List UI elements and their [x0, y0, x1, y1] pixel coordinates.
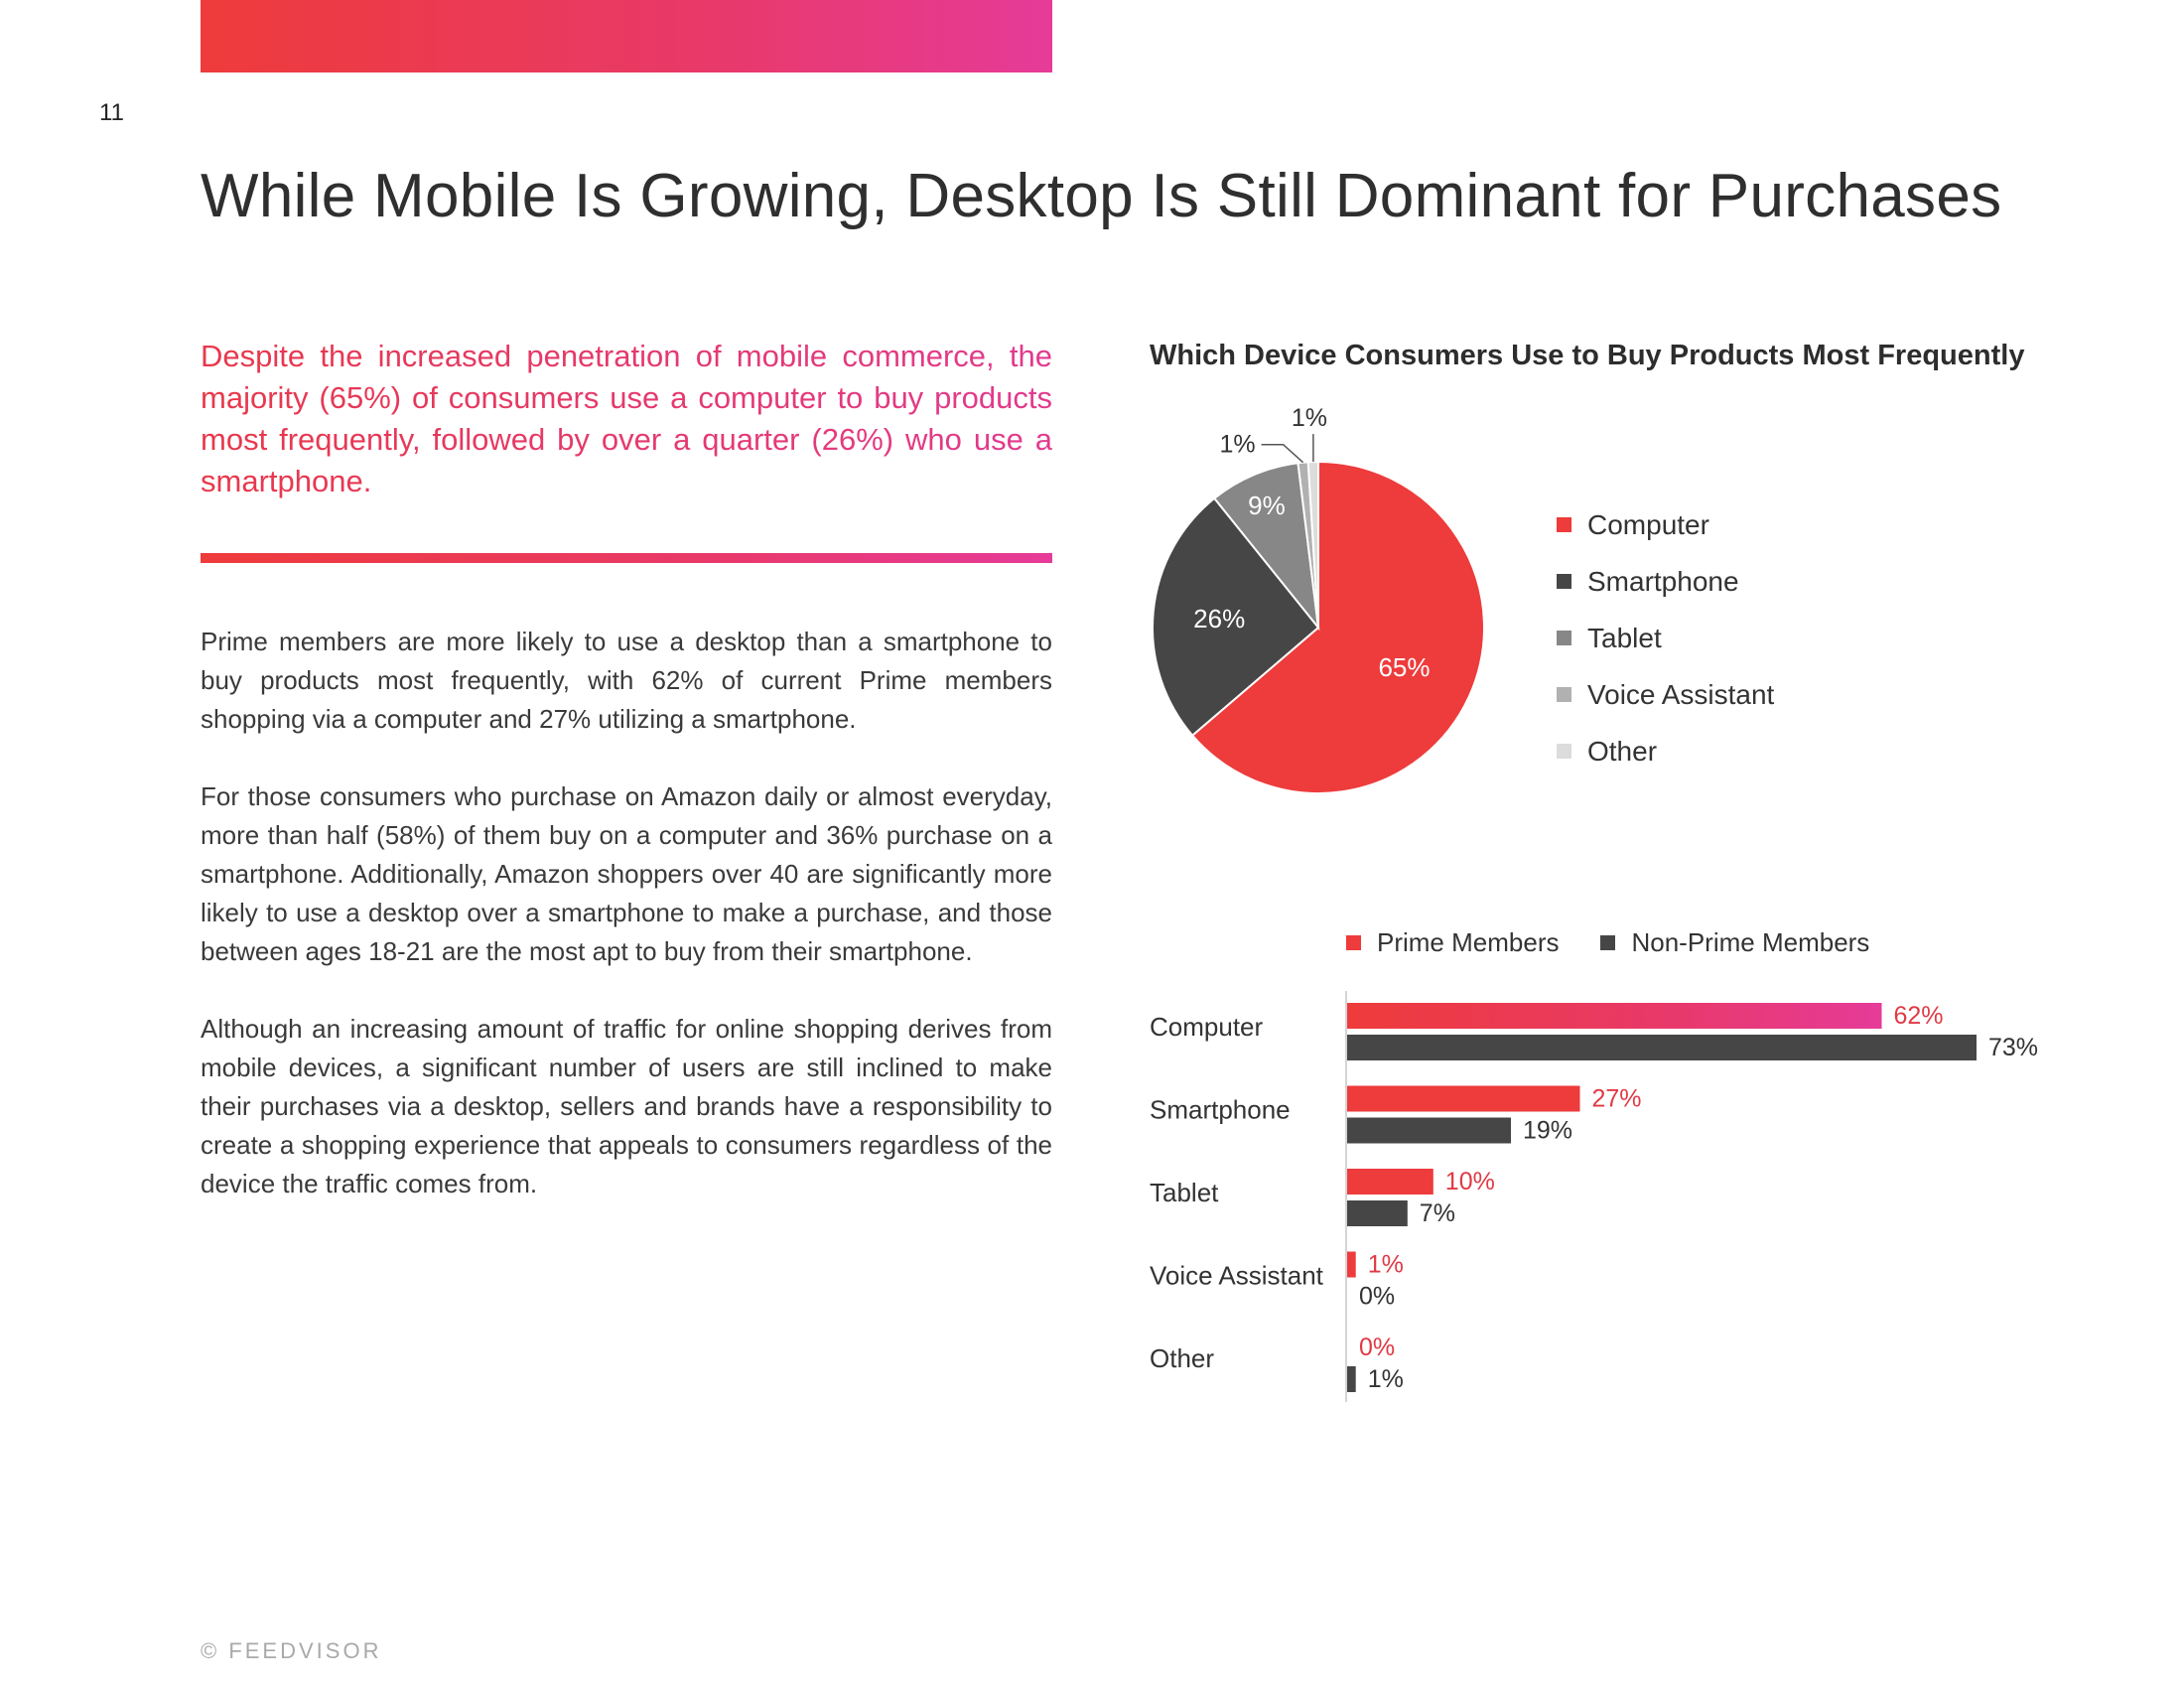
bar-category-label: Voice Assistant	[1150, 1261, 1324, 1291]
pie-callout-line	[1261, 443, 1304, 464]
pie-value-label: 1%	[1219, 431, 1255, 459]
bar-value-label: 19%	[1523, 1117, 1572, 1145]
bar-non-prime	[1347, 1035, 1977, 1060]
legend-label: Voice Assistant	[1587, 678, 1775, 710]
section-divider	[201, 553, 1052, 563]
bar-legend-item: Non-Prime Members	[1600, 927, 1869, 958]
body-paragraph: Although an increasing amount of traffic…	[201, 1014, 1052, 1198]
page-title: While Mobile Is Growing, Desktop Is Stil…	[201, 162, 2002, 230]
bar-value-label: 0%	[1359, 1334, 1395, 1361]
bar-non-prime	[1347, 1200, 1408, 1226]
legend-label: Smartphone	[1587, 565, 1739, 597]
pie-value-label: 65%	[1378, 652, 1430, 682]
bar-category-label: Smartphone	[1150, 1095, 1291, 1125]
device-pie-chart: 65% 26% 9% 1% 1%	[1152, 404, 1485, 794]
lead-paragraph: Despite the increased penetration of mob…	[201, 336, 1052, 502]
legend-swatch-prime	[1346, 935, 1361, 950]
legend-swatch-other	[1557, 744, 1571, 759]
legend-swatch-smartphone	[1557, 574, 1571, 589]
legend-label: Other	[1587, 735, 1658, 767]
pie-value-label: 9%	[1248, 491, 1286, 520]
bar-legend: Prime Members Non-Prime Members	[1346, 927, 1911, 958]
bar-value-label: 62%	[1894, 1002, 1944, 1030]
device-bar-chart: Computer 62% 73% Smartphone 27% 19% Tablet 10% 7…	[1150, 991, 2038, 1402]
bar-value-label: 73%	[1988, 1034, 2038, 1061]
bar-non-prime	[1347, 1117, 1511, 1144]
pie-slice-computer	[1190, 460, 1485, 794]
pie-value-label: 26%	[1193, 604, 1245, 633]
pie-slice-smartphone	[1152, 496, 1320, 738]
legend-label: Prime Members	[1377, 927, 1560, 957]
bar-prime	[1347, 1003, 1882, 1029]
pie-legend-item: Smartphone	[1557, 553, 1774, 610]
pie-legend: Computer Smartphone Tablet Voice Assista…	[1557, 496, 1774, 779]
legend-label: Tablet	[1587, 622, 1662, 653]
bar-category-label: Computer	[1150, 1012, 1263, 1042]
body-paragraph: Prime members are more likely to use a d…	[201, 627, 1052, 734]
pie-legend-item: Voice Assistant	[1557, 666, 1774, 723]
bar-prime	[1347, 1251, 1356, 1278]
legend-swatch-tablet	[1557, 631, 1571, 645]
pie-legend-item: Tablet	[1557, 610, 1774, 666]
bar-value-label: 27%	[1592, 1085, 1642, 1113]
pie-legend-item: Other	[1557, 723, 1774, 779]
bar-prime	[1347, 1085, 1580, 1112]
bar-value-label: 10%	[1445, 1168, 1495, 1196]
bar-prime	[1347, 1169, 1433, 1195]
bar-value-label: 1%	[1368, 1365, 1404, 1393]
pie-slice-tablet	[1212, 462, 1320, 632]
bar-category-label: Tablet	[1150, 1178, 1219, 1207]
bar-legend-item: Prime Members	[1346, 927, 1559, 958]
body-paragraph: For those consumers who purchase on Amaz…	[201, 781, 1052, 966]
pie-chart-title: Which Device Consumers Use to Buy Produc…	[1150, 340, 2025, 371]
pie-legend-item: Computer	[1557, 496, 1774, 553]
bar-category-label: Other	[1150, 1343, 1214, 1373]
body-text: Prime members are more likely to use a d…	[201, 623, 1052, 1242]
bar-non-prime	[1347, 1366, 1356, 1392]
legend-swatch-computer	[1557, 517, 1571, 532]
bar-value-label: 7%	[1420, 1199, 1455, 1227]
bar-value-label: 0%	[1359, 1283, 1395, 1311]
footer-copyright: © FEEDVISOR	[201, 1638, 382, 1663]
legend-swatch-voice-assistant	[1557, 687, 1571, 702]
bar-value-label: 1%	[1368, 1251, 1404, 1279]
legend-label: Non-Prime Members	[1631, 927, 1870, 957]
pie-value-label: 1%	[1292, 404, 1327, 432]
top-accent-bar	[201, 0, 1052, 72]
page-number: 11	[99, 99, 124, 126]
legend-label: Computer	[1587, 508, 1709, 540]
legend-swatch-non-prime	[1600, 935, 1616, 950]
